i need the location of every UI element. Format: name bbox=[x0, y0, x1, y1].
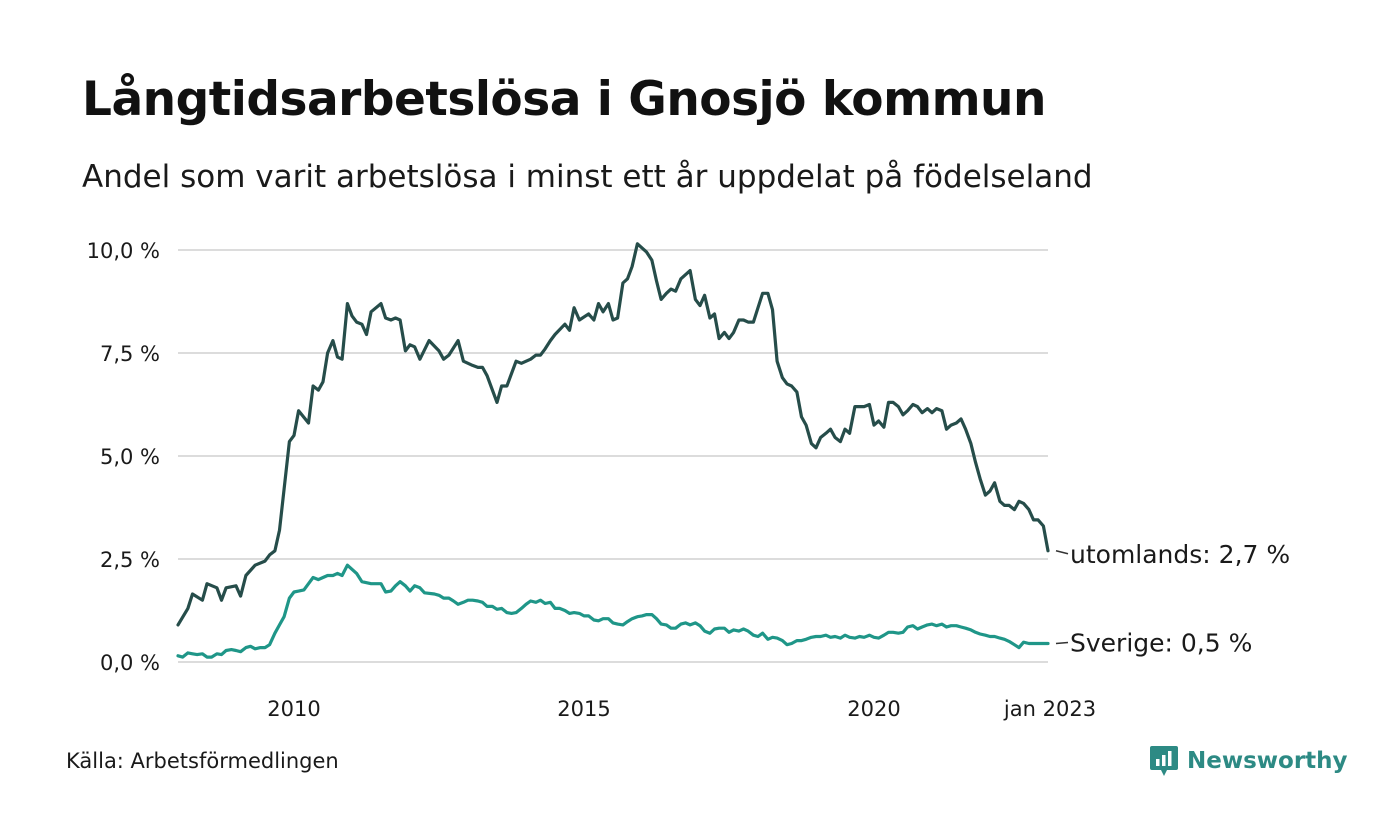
x-tick-label: 2015 bbox=[557, 697, 610, 721]
x-tick-label: 2020 bbox=[847, 697, 900, 721]
brand: Newsworthy bbox=[1149, 744, 1348, 778]
end-label-utomlands: utomlands: 2,7 % bbox=[1070, 540, 1290, 569]
x-tick-label: jan 2023 bbox=[1003, 697, 1096, 721]
y-tick-label: 7,5 % bbox=[100, 342, 160, 366]
chart-title: Långtidsarbetslösa i Gnosjö kommun bbox=[82, 72, 1046, 127]
end-label-leader bbox=[1055, 550, 1069, 555]
x-tick-label: 2010 bbox=[267, 697, 320, 721]
chart-subtitle: Andel som varit arbetslösa i minst ett å… bbox=[82, 159, 1093, 195]
series-line-sverige bbox=[176, 563, 1050, 659]
end-label-sverige: Sverige: 0,5 % bbox=[1070, 628, 1252, 657]
source-note: Källa: Arbetsförmedlingen bbox=[66, 749, 339, 773]
end-label-leader bbox=[1055, 641, 1069, 645]
y-tick-label: 10,0 % bbox=[87, 239, 160, 263]
y-tick-label: 5,0 % bbox=[100, 445, 160, 469]
brand-name: Newsworthy bbox=[1187, 748, 1348, 774]
series-line-utomlands bbox=[176, 242, 1050, 627]
line-chart: 0,0 % 2,5 % 5,0 % 7,5 % 10,0 % 2010 2015 2020 ja… bbox=[87, 239, 1291, 721]
y-tick-label: 0,0 % bbox=[100, 651, 160, 675]
newsworthy-logo-icon bbox=[1150, 746, 1178, 776]
y-tick-label: 2,5 % bbox=[100, 548, 160, 572]
